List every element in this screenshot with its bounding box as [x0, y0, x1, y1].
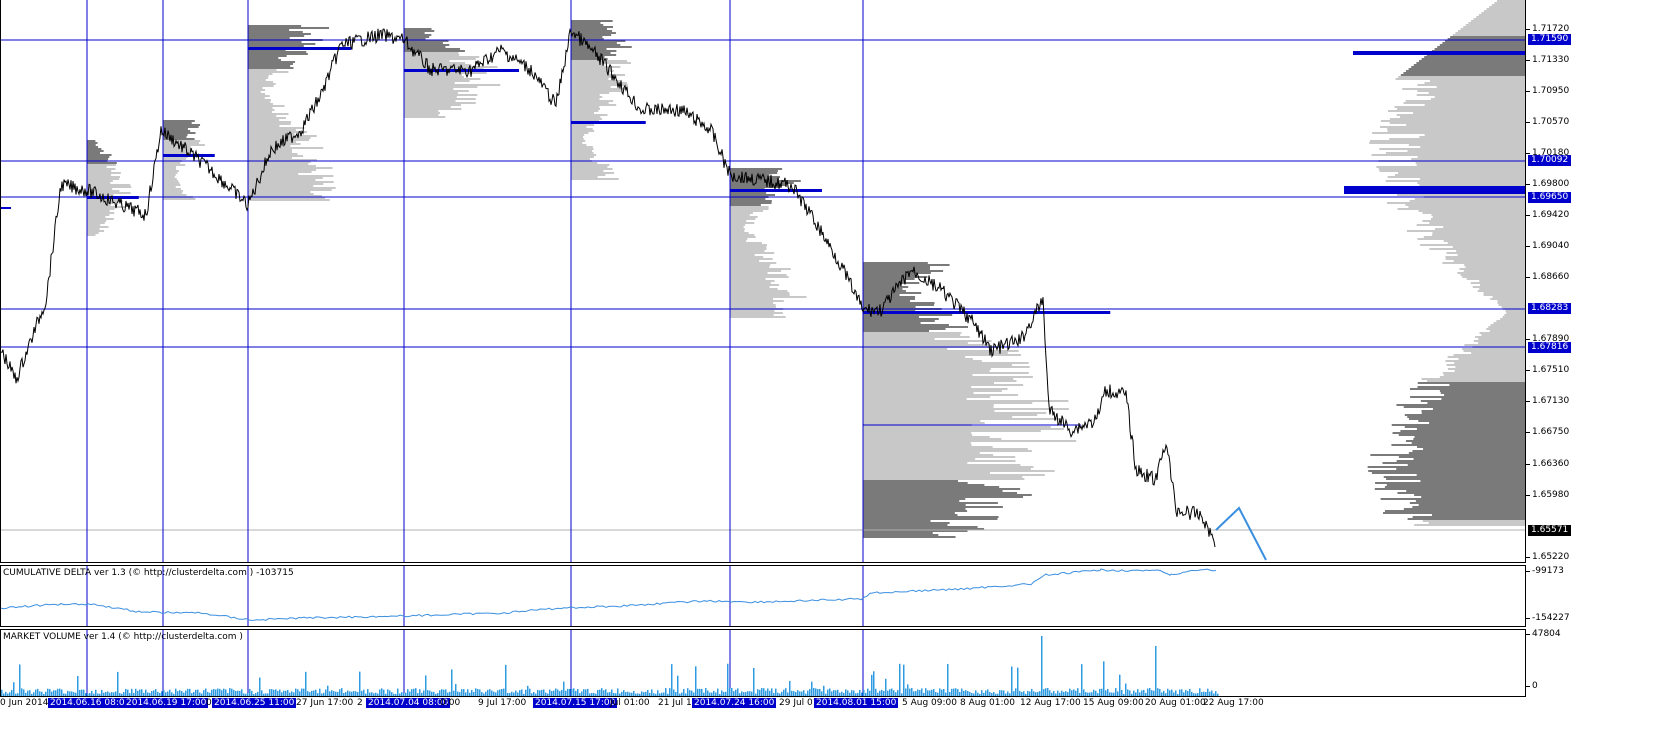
- price-tick: 1.69420: [1525, 210, 1570, 220]
- volume-max-label: 47804: [1526, 629, 1561, 639]
- delta-axis: -99173 -154227: [1526, 565, 1660, 627]
- time-label: 20 Aug 01:00: [1145, 698, 1206, 708]
- cumulative-delta-panel[interactable]: CUMULATIVE DELTA ver 1.3 (© http://clust…: [0, 565, 1526, 627]
- time-label: 0:00: [440, 698, 461, 708]
- price-tick: 1.67890: [1525, 334, 1570, 344]
- composite-poc-line: [1344, 186, 1525, 194]
- time-label: 21 Jul 1: [658, 698, 692, 708]
- time-label: 2014.07.24 16:00: [692, 698, 777, 708]
- time-label: Jul 01:00: [610, 698, 650, 708]
- level-label-3: 1.69650: [1528, 192, 1572, 203]
- price-chart-canvas[interactable]: [1, 0, 1526, 563]
- price-tick: 1.70570: [1525, 117, 1570, 127]
- poc-line: [404, 69, 519, 72]
- market-volume-panel[interactable]: MARKET VOLUME ver 1.4 (© http://clusterd…: [0, 629, 1526, 697]
- volume-indicator-title: MARKET VOLUME ver 1.4 (© http://clusterd…: [3, 632, 243, 642]
- poc-line: [248, 47, 352, 50]
- time-label: 2014.06.25 11:00: [212, 698, 297, 708]
- market-volume-canvas: [1, 630, 1219, 696]
- price-chart-panel[interactable]: [0, 0, 1526, 563]
- delta-indicator-title: CUMULATIVE DELTA ver 1.3 (© http://clust…: [3, 568, 294, 578]
- price-tick: 1.66360: [1525, 459, 1570, 469]
- delta-min-label: -154227: [1526, 613, 1570, 623]
- session-volume-profile: [248, 25, 352, 201]
- time-label: 5 Aug 09:00: [902, 698, 957, 708]
- price-tick: 1.69040: [1525, 241, 1570, 251]
- cumulative-delta-line: [1, 568, 1217, 621]
- volume-min-label: 0: [1526, 681, 1538, 691]
- session-volume-profile: [730, 168, 822, 318]
- price-series: [1, 27, 1216, 548]
- price-tick: 1.65220: [1525, 552, 1570, 562]
- price-tick: 1.67130: [1525, 396, 1570, 406]
- price-tick: 1.70950: [1525, 86, 1570, 96]
- time-label: 15 Aug 09:00: [1083, 698, 1144, 708]
- session-volume-profile: [87, 140, 139, 236]
- poc-line: [863, 311, 1111, 314]
- time-label: 2014.06.19 17:00: [124, 698, 209, 708]
- time-label: 0: [206, 698, 212, 708]
- time-label: 2014.07.15 17:00: [533, 698, 618, 708]
- composite-poc-line: [1353, 51, 1525, 55]
- level-label-4: 1.68283: [1528, 303, 1572, 314]
- price-tick: 1.71330: [1525, 55, 1570, 65]
- price-tick: 1.70180: [1525, 148, 1570, 158]
- time-label: 0 Jun 2014: [0, 698, 49, 708]
- composite-volume-profile: [1344, 0, 1525, 526]
- delta-max-label: -99173: [1526, 566, 1564, 576]
- time-label: 9 Jul 17:00: [478, 698, 527, 708]
- time-label: 12 Aug 17:00: [1020, 698, 1081, 708]
- projection-line: [1215, 506, 1267, 561]
- price-tick: 1.65980: [1525, 490, 1570, 500]
- time-label: 29 Jul 01:00: [779, 698, 833, 708]
- time-label: 2014.08.01 15:00: [814, 698, 899, 708]
- price-axis[interactable]: 1.71720 1.71330 1.70950 1.70570 1.70180 1.698…: [1525, 0, 1660, 563]
- price-tick: 1.67510: [1525, 365, 1570, 375]
- volume-axis: 47804 0: [1526, 629, 1660, 697]
- time-label: 2014.07.04 08:00: [366, 698, 451, 708]
- cumulative-delta-canvas: [1, 566, 1217, 626]
- price-tick: 1.71720: [1525, 24, 1570, 34]
- price-tick: 1.68660: [1525, 272, 1570, 282]
- session-volume-profile: [404, 28, 519, 118]
- level-label-1: 1.71590: [1528, 34, 1572, 45]
- time-label: 27 Jun 17:00: [296, 698, 354, 708]
- poc-line: [730, 189, 822, 192]
- current-price-label: 1.65571: [1528, 525, 1572, 536]
- time-axis[interactable]: 0 Jun 2014 2014.06.16 08:00 2014.06.19 17:…: [0, 697, 1526, 711]
- time-label: 8 Aug 01:00: [960, 698, 1015, 708]
- price-tick: 1.66750: [1525, 427, 1570, 437]
- poc-line: [571, 121, 646, 124]
- time-label: 2014.06.16 08:00: [48, 698, 133, 708]
- level-label-5: 1.67816: [1528, 342, 1572, 353]
- level-label-2: 1.70092: [1528, 155, 1572, 166]
- volume-bars: [1, 636, 1219, 696]
- time-label: 2: [357, 698, 363, 708]
- session-volume-profile: [863, 262, 1111, 538]
- price-tick: 1.69800: [1525, 179, 1570, 189]
- time-label: 22 Aug 17:00: [1203, 698, 1264, 708]
